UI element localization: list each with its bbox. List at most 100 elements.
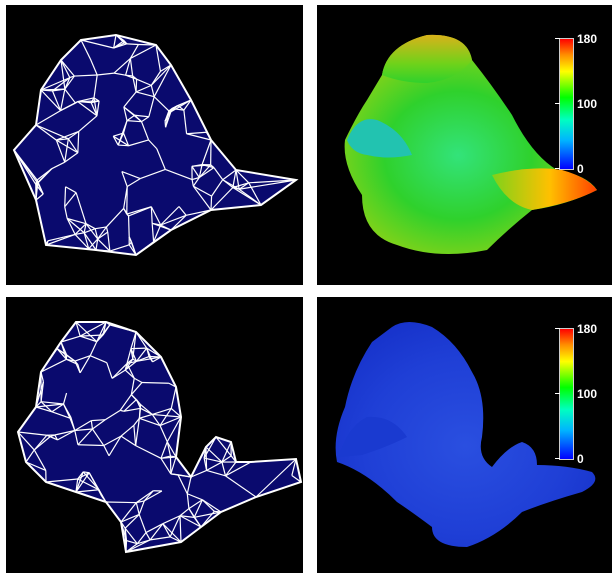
mesh-edge	[82, 471, 100, 491]
mesh-edge	[122, 132, 130, 146]
wireframe-mesh-bottom	[16, 321, 303, 554]
mesh-edge	[126, 348, 132, 364]
mesh-edge	[222, 179, 240, 190]
mesh-edge	[194, 511, 222, 518]
mesh-edge	[148, 96, 155, 117]
mesh-edge	[225, 461, 252, 477]
mesh-edge	[128, 139, 149, 147]
mesh-edge	[57, 429, 76, 441]
mesh-edge	[74, 420, 92, 431]
mesh-edge	[191, 179, 194, 187]
mesh-edge	[52, 88, 65, 92]
mesh-edge	[45, 233, 76, 246]
mesh-edge	[35, 124, 69, 140]
mesh-edge	[148, 356, 154, 363]
mesh-edge	[145, 532, 151, 541]
mesh-edge	[40, 401, 53, 413]
mesh-edge	[113, 57, 131, 74]
mesh-edge	[205, 131, 212, 141]
mesh-edge	[159, 416, 182, 427]
mesh-edge	[141, 381, 169, 384]
mesh-edge	[35, 381, 44, 408]
mesh-edge	[95, 249, 110, 252]
mesh-edge	[51, 403, 64, 413]
mesh-edge	[75, 321, 98, 343]
mesh-edge	[65, 186, 77, 194]
mesh-edge	[17, 431, 27, 463]
mesh-edge	[135, 490, 154, 504]
mesh-edge	[60, 341, 68, 360]
mesh-edge	[123, 407, 141, 412]
colorbar-max-label: 180	[577, 32, 598, 46]
mesh-edge	[75, 232, 85, 236]
mesh-silhouette	[12, 33, 299, 257]
mesh-edge	[135, 79, 138, 92]
mesh-edge	[109, 244, 130, 252]
mesh-edge	[66, 218, 76, 235]
mesh-edge	[85, 223, 96, 230]
mesh-edge	[77, 101, 98, 117]
mesh-edge	[198, 164, 212, 178]
mesh-edge	[74, 74, 98, 77]
mesh-edge	[25, 461, 47, 483]
mesh-edge	[17, 431, 47, 436]
mesh-edge	[135, 347, 148, 362]
mesh-edge	[124, 360, 137, 371]
mesh-edge	[17, 406, 37, 433]
mesh-edge	[170, 407, 182, 418]
mesh-edge	[83, 232, 90, 249]
mesh-edge	[33, 449, 47, 471]
shaded-body	[335, 322, 596, 547]
mesh-edge	[79, 321, 107, 337]
mesh-edge	[124, 527, 138, 545]
mesh-edge	[145, 523, 164, 534]
mesh-edge	[120, 435, 136, 447]
mesh-edge	[160, 455, 171, 459]
mesh-edge	[160, 206, 180, 226]
mesh-edge	[89, 341, 98, 356]
mesh-edge	[90, 420, 94, 430]
mesh-edge	[88, 238, 99, 250]
mesh-edge	[155, 44, 162, 72]
mesh-edge	[179, 515, 182, 543]
mesh-edge	[126, 114, 136, 122]
mesh-edge	[35, 406, 53, 413]
mesh-edge	[139, 417, 161, 427]
mesh-edge	[159, 408, 172, 426]
mesh-edge	[89, 355, 108, 364]
mesh-edge	[60, 321, 77, 343]
mesh-edge	[191, 165, 200, 178]
mesh-edge	[221, 441, 232, 463]
colorbar-max-label: 180	[577, 322, 598, 336]
mesh-edge	[60, 335, 81, 343]
mesh-edge	[88, 472, 100, 491]
mesh-edge	[108, 435, 122, 457]
mesh-edge	[133, 377, 143, 384]
mesh-edge	[60, 59, 71, 78]
mesh-edge	[74, 430, 79, 445]
mesh-edge	[83, 228, 96, 234]
mesh-edge	[74, 223, 87, 235]
mesh-edge	[150, 206, 153, 224]
mesh-edge	[113, 34, 117, 49]
mesh-edge	[248, 182, 262, 206]
mesh-edge	[213, 167, 224, 181]
mesh-edge	[93, 74, 98, 98]
shaded-panel-top: 180 100 0	[317, 5, 612, 285]
mesh-edge	[118, 144, 129, 147]
mesh-edge	[52, 77, 71, 92]
wireframe-mesh-top	[12, 33, 299, 257]
mesh-edge	[185, 209, 212, 216]
mesh-edge	[13, 124, 37, 151]
mesh-edge	[95, 226, 107, 230]
mesh-edge	[205, 436, 217, 448]
mesh-edge	[41, 401, 64, 405]
mesh-edge	[77, 97, 95, 103]
mesh-edges	[17, 321, 302, 553]
mesh-edge	[203, 436, 217, 459]
mesh-edge	[171, 107, 184, 111]
mesh-edge	[150, 71, 161, 86]
mesh-edge	[152, 407, 172, 415]
mesh-edge	[122, 120, 128, 134]
mesh-edge	[46, 240, 49, 245]
